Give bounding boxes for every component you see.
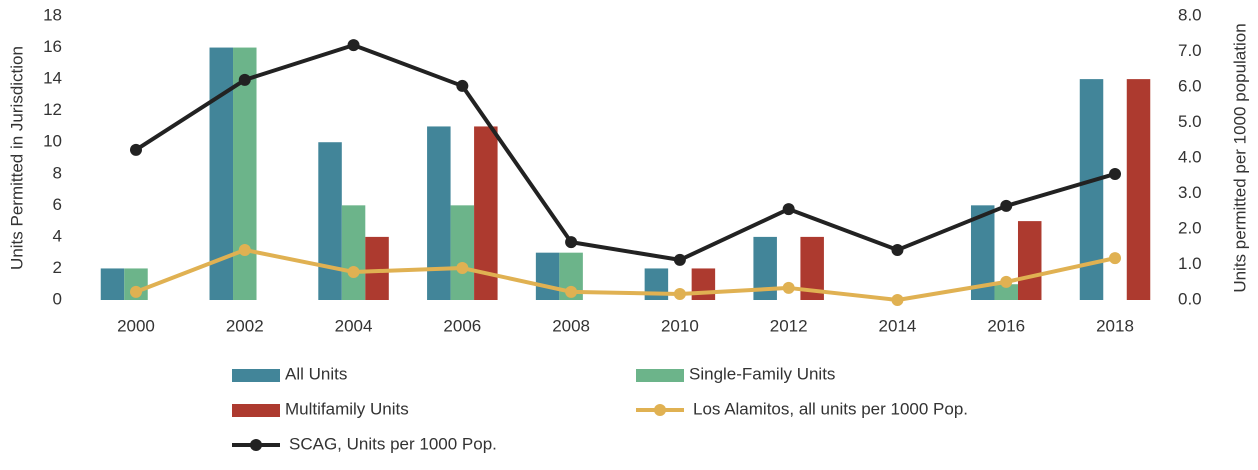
y2-tick-label: 7.0 [1178, 41, 1202, 60]
line [135, 247, 1116, 302]
x-tick-label: 2008 [552, 316, 590, 335]
y2-tick-label: 6.0 [1178, 76, 1202, 95]
bar [427, 126, 451, 300]
line-marker [456, 262, 469, 275]
y-tick-label: 14 [43, 69, 62, 88]
y-tick-label: 8 [53, 163, 62, 182]
y2-tick-label: 4.0 [1178, 147, 1202, 166]
legend-label: SCAG, Units per 1000 Pop. [289, 434, 497, 453]
x-tick-label: 2016 [987, 316, 1025, 335]
y-tick-label: 10 [43, 132, 62, 151]
bar [691, 268, 716, 300]
legend-swatch [636, 369, 684, 382]
y-tick-label: 2 [53, 258, 62, 277]
y2-tick-label: 1.0 [1178, 254, 1202, 273]
line-marker [1109, 167, 1122, 180]
legend-marker [250, 439, 262, 451]
x-tick-label: 2000 [117, 316, 155, 335]
bar [318, 142, 342, 300]
line-marker [347, 265, 360, 278]
bar [1126, 79, 1151, 300]
y-tick-label: 18 [43, 5, 62, 24]
legend-swatch [232, 369, 280, 382]
y-tick-label: 12 [43, 100, 62, 119]
line [134, 43, 1116, 262]
bar [233, 47, 257, 300]
legend-label: Single-Family Units [689, 364, 835, 383]
y2-tick-label: 2.0 [1178, 218, 1202, 237]
line-marker [238, 243, 251, 256]
y-tick-label: 6 [53, 195, 62, 214]
line-marker [891, 243, 904, 256]
y-axis-label: Units Permitted in Jurisdiction [7, 46, 26, 270]
x-tick-label: 2012 [770, 316, 808, 335]
line-marker [129, 143, 142, 156]
y2-tick-label: 0.0 [1178, 289, 1202, 308]
legend-swatch [232, 404, 280, 417]
bar [1079, 79, 1104, 300]
line-marker [1109, 252, 1122, 265]
bar [209, 47, 234, 300]
bar [450, 205, 475, 300]
bar [474, 126, 498, 300]
line-marker [782, 203, 795, 216]
line-marker [347, 39, 360, 52]
bar [994, 284, 1018, 300]
bar [341, 205, 366, 300]
x-tick-label: 2010 [661, 316, 699, 335]
legend-label: Los Alamitos, all units per 1000 Pop. [693, 399, 968, 418]
line-marker [565, 285, 578, 298]
line-marker [456, 79, 469, 92]
line-marker [1000, 199, 1013, 212]
line-marker [1000, 275, 1013, 288]
line-marker [565, 236, 578, 249]
line-marker [782, 281, 795, 294]
legend-label: All Units [285, 364, 347, 383]
bar [970, 205, 995, 300]
y-tick-label: 0 [53, 289, 62, 308]
bar [365, 236, 389, 300]
x-tick-label: 2006 [443, 316, 481, 335]
line-marker [129, 285, 142, 298]
x-tick-label: 2004 [335, 316, 373, 335]
x-tick-label: 2018 [1096, 316, 1134, 335]
y2-tick-label: 3.0 [1178, 183, 1202, 202]
line-marker [238, 73, 251, 86]
y2-tick-label: 8.0 [1178, 5, 1202, 24]
bar [100, 268, 125, 300]
legend-label: Multifamily Units [285, 399, 409, 418]
y2-tick-label: 5.0 [1178, 112, 1202, 131]
bar [800, 236, 824, 300]
x-tick-label: 2014 [879, 316, 917, 335]
y-tick-label: 16 [43, 37, 62, 56]
legend-marker [654, 404, 666, 416]
bar [559, 252, 583, 300]
line-marker [673, 287, 686, 300]
line-marker [891, 294, 904, 306]
line-marker [673, 253, 686, 266]
y-tick-label: 4 [53, 226, 62, 245]
y2-axis-label: Units permitted per 1000 population [1230, 23, 1249, 292]
bar [535, 252, 560, 300]
x-tick-label: 2002 [226, 316, 264, 335]
bar [1017, 221, 1042, 300]
bar [753, 236, 777, 300]
